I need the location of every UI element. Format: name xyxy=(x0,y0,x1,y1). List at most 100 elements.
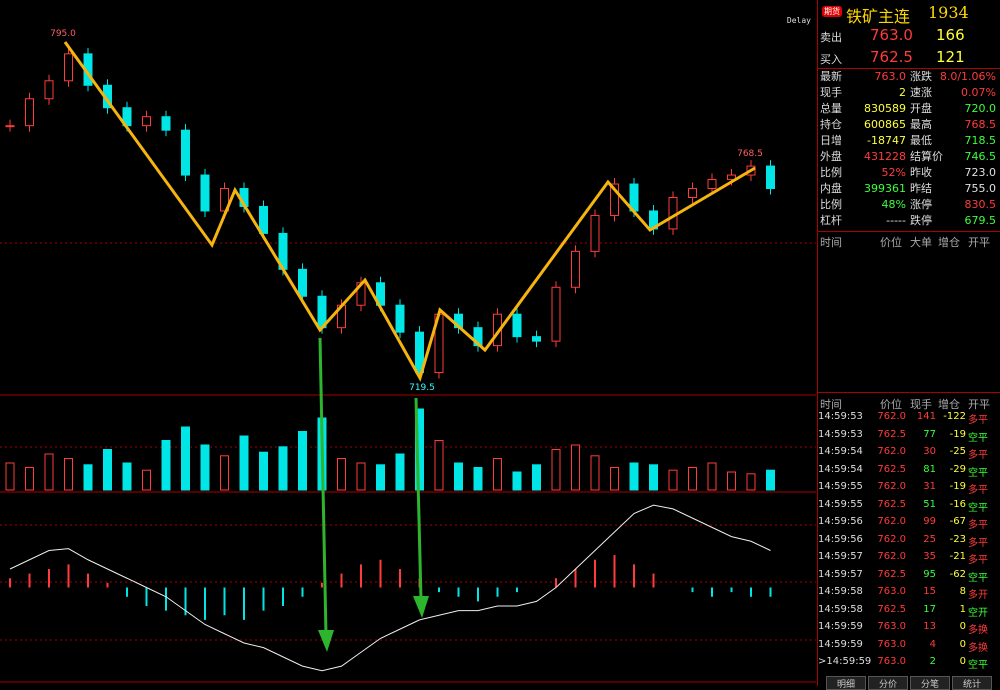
candle-body xyxy=(512,313,522,338)
candle-body xyxy=(161,116,171,131)
quote-label: 卖出 xyxy=(820,31,842,44)
stat-key: 日增 xyxy=(820,134,842,147)
stat-value: 399361 xyxy=(864,182,906,195)
trade-cell: 99 xyxy=(923,516,936,527)
candle-body xyxy=(200,174,210,212)
stat-value: 0.07% xyxy=(961,86,996,99)
trade-cell: 多平 xyxy=(968,537,988,549)
candle-body xyxy=(707,179,717,190)
volume-bar xyxy=(551,449,561,491)
volume-bar xyxy=(259,451,268,491)
column-header: 价位 xyxy=(880,398,902,411)
volume-bar xyxy=(668,469,678,491)
grid xyxy=(0,242,816,641)
sep xyxy=(818,231,1000,232)
volume-bar xyxy=(200,444,210,491)
trade-cell: 14:59:55 xyxy=(818,498,863,510)
volume-bar xyxy=(512,471,522,491)
volume-bar xyxy=(590,455,600,491)
arrow xyxy=(318,337,328,636)
trade-cell: 762.0 xyxy=(877,446,906,457)
tab[interactable]: 分笔 xyxy=(910,676,950,690)
tab[interactable]: 明细 xyxy=(826,676,866,690)
tab[interactable]: 统计 xyxy=(952,676,992,690)
stat-value: 2 xyxy=(899,86,906,99)
trade-cell: 762.5 xyxy=(877,603,906,615)
volume-bar xyxy=(161,440,171,491)
trade-cell: 14:59:54 xyxy=(818,463,863,475)
trade-cell: 多平 xyxy=(968,485,988,496)
dif-line xyxy=(9,504,771,672)
volume-bar xyxy=(239,435,249,491)
volume-bar xyxy=(278,446,288,491)
volume-bar xyxy=(103,449,112,491)
column-header: 现手 xyxy=(910,398,932,411)
quote-qty: 166 xyxy=(936,26,965,44)
badge: 期货 xyxy=(822,6,842,17)
stat-value: 830.5 xyxy=(964,198,997,211)
tab[interactable]: 分价 xyxy=(868,676,908,690)
trade-cell: 14:59:58 xyxy=(818,603,863,615)
stat-key: 昨结 xyxy=(910,182,932,195)
candle-body xyxy=(532,336,541,342)
trade-cell: 空平 xyxy=(968,660,988,671)
trade-cell: 14:59:59 xyxy=(818,638,863,650)
column-header: 开平 xyxy=(968,236,990,249)
trade-cell: 空开 xyxy=(968,607,988,619)
trade-cell: 762.0 xyxy=(877,533,906,545)
candle-body xyxy=(298,268,307,297)
stat-value: 830589 xyxy=(864,102,906,115)
trade-cell: 8 xyxy=(959,586,966,597)
trade-cell: 25 xyxy=(923,533,936,545)
trade-cell: 0 xyxy=(959,638,966,650)
trade-cell: 空平 xyxy=(968,432,988,444)
delay-label: Delay xyxy=(787,16,811,25)
volume-bar xyxy=(649,464,658,491)
trade-cell: 35 xyxy=(923,551,936,562)
stat-value: 52% xyxy=(881,166,906,179)
trade-cell: 14:59:56 xyxy=(818,516,863,527)
volume-bar xyxy=(766,469,775,491)
stat-value: ----- xyxy=(886,214,906,227)
arrow-head xyxy=(318,630,334,652)
stat-key: 现手 xyxy=(820,86,842,99)
sep xyxy=(818,68,1000,69)
stat-key: 跌停 xyxy=(910,214,932,227)
trade-cell: 多开 xyxy=(968,590,988,601)
trade-cell: 51 xyxy=(923,498,936,510)
arrow-head xyxy=(413,596,429,618)
trade-cell: 多平 xyxy=(968,520,988,531)
trade-cell: 81 xyxy=(923,463,936,475)
stat-key: 杠杆 xyxy=(820,214,842,227)
stat-value: 679.5 xyxy=(964,214,997,227)
quote-label: 买入 xyxy=(820,53,842,66)
stat-value: 8.0/1.06% xyxy=(939,70,996,83)
trade-cell: 763.0 xyxy=(877,586,906,597)
trade-cell: 30 xyxy=(923,446,936,457)
stat-value: 718.5 xyxy=(964,134,997,147)
stat-key: 比例 xyxy=(820,198,842,211)
volume-bar xyxy=(532,464,541,491)
candle-body xyxy=(259,205,268,234)
stat-key: 涨停 xyxy=(910,198,932,211)
column-header: 开平 xyxy=(968,398,990,411)
trade-cell: 空平 xyxy=(968,467,988,479)
candle-body xyxy=(766,165,775,190)
volume-bar xyxy=(376,464,385,491)
trade-cell: 2 xyxy=(929,656,936,667)
trade-cell: 95 xyxy=(923,568,936,580)
candle-body xyxy=(551,286,561,342)
trade-cell: 141 xyxy=(916,411,936,422)
trend-arrows xyxy=(63,41,756,382)
trade-cell: >14:59:59 xyxy=(818,656,872,667)
trade-cell: 多平 xyxy=(968,450,988,461)
volume-bar xyxy=(629,462,639,491)
stat-value: 768.5 xyxy=(964,118,997,131)
trade-cell: 多平 xyxy=(968,415,988,426)
column-header: 时间 xyxy=(820,236,842,249)
column-header: 时间 xyxy=(820,398,842,411)
quote-panel: 期货 铁矿主连 1934 卖出 763.0 166 买入 762.5 121 最新 763.0 涨跌 8… xyxy=(817,0,1000,690)
volume-bar xyxy=(25,467,34,491)
trade-cell: -19 xyxy=(949,481,966,492)
volume-bar xyxy=(727,471,736,491)
